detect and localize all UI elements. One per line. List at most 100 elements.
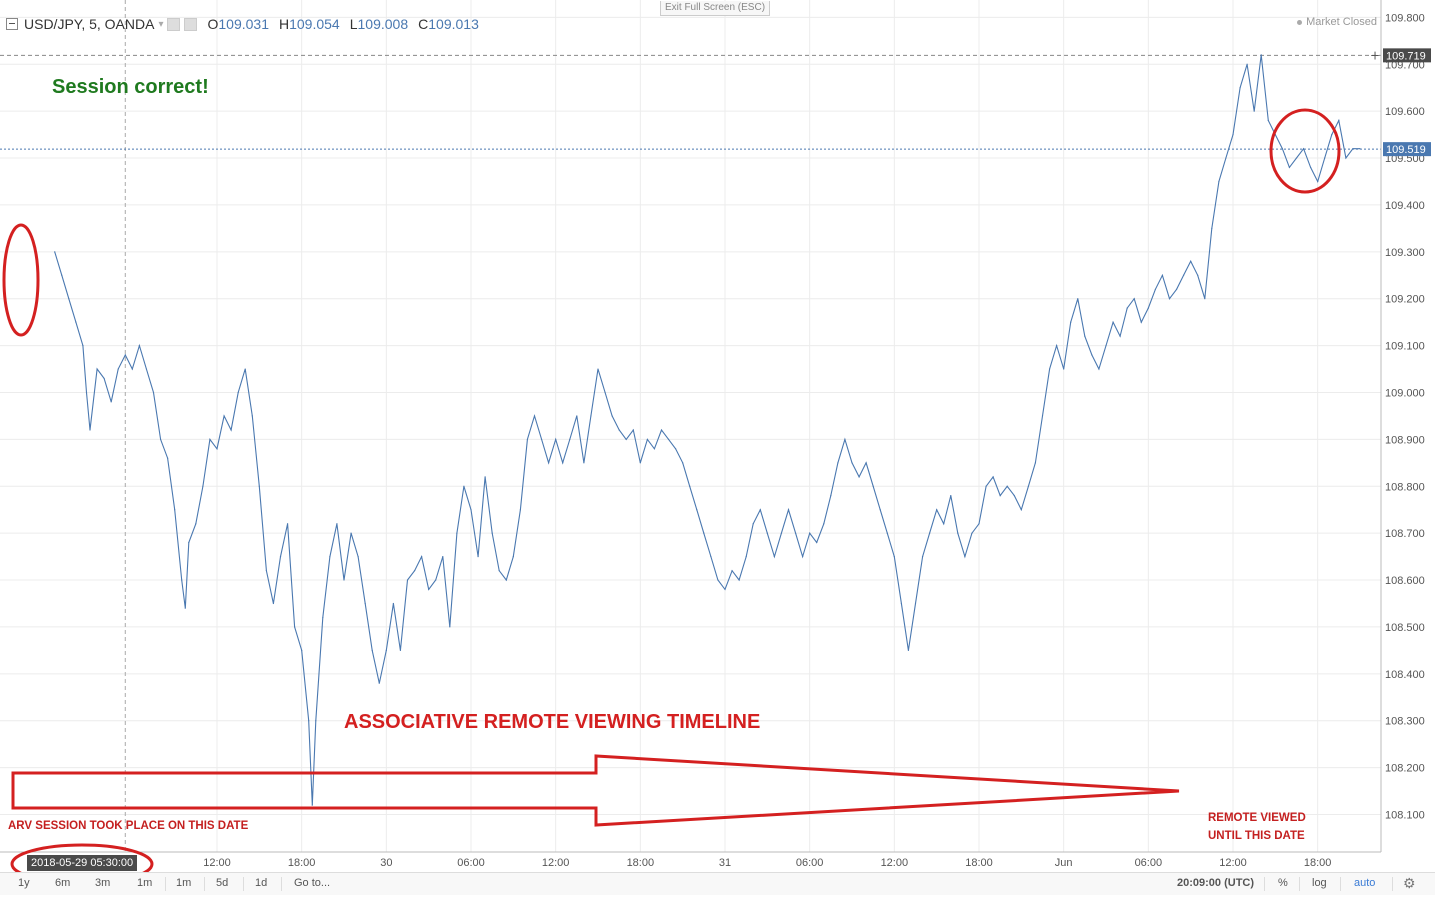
last-price-label: 109.519 xyxy=(1386,144,1426,156)
goto-button[interactable]: Go to... xyxy=(294,877,331,889)
range-3m[interactable]: 3m xyxy=(95,877,111,889)
y-tick-label: 108.500 xyxy=(1385,622,1425,634)
price-point xyxy=(1034,462,1037,464)
auto-toggle[interactable]: auto xyxy=(1354,877,1376,889)
price-point xyxy=(562,462,564,464)
price-point xyxy=(75,321,77,323)
price-point xyxy=(272,602,275,605)
x-tick-label: 18:00 xyxy=(965,857,993,869)
price-point xyxy=(184,607,186,609)
session-date-annotation: ARV SESSION TOOK PLACE ON THIS DATE xyxy=(8,820,249,832)
price-point xyxy=(731,570,733,572)
price-point xyxy=(195,523,197,525)
price-point xyxy=(794,532,797,534)
price-point xyxy=(1190,260,1192,262)
percent-toggle[interactable]: % xyxy=(1278,877,1288,889)
high-value: 109.054 xyxy=(289,16,340,32)
price-point xyxy=(470,509,472,511)
price-point xyxy=(1331,134,1333,136)
price-point xyxy=(237,391,239,394)
gear-icon[interactable]: ⚙ xyxy=(1403,875,1416,891)
close-value: 109.013 xyxy=(428,16,479,32)
price-point xyxy=(491,532,493,534)
log-toggle[interactable]: log xyxy=(1312,877,1327,889)
x-tick-label: 30 xyxy=(380,857,392,869)
price-point xyxy=(223,415,225,417)
price-point xyxy=(830,495,832,497)
settings-mini-icon[interactable] xyxy=(184,17,198,31)
price-point xyxy=(110,401,112,403)
price-point xyxy=(505,579,507,581)
price-point xyxy=(1352,148,1354,150)
price-point xyxy=(315,720,317,722)
remote-viewed-annotation-line2: UNTIL THIS DATE xyxy=(1208,830,1305,842)
dropdown-icon[interactable]: ▾ xyxy=(158,18,164,30)
price-point xyxy=(985,485,987,487)
range-1m[interactable]: 1m xyxy=(137,877,153,889)
y-tick-label: 108.200 xyxy=(1385,763,1425,775)
eye-icon[interactable] xyxy=(167,17,181,31)
price-point xyxy=(1267,119,1269,122)
price-point xyxy=(787,509,790,511)
low-label: L xyxy=(349,16,358,32)
collapse-icon[interactable] xyxy=(6,18,18,30)
range-1d[interactable]: 1d xyxy=(255,877,268,889)
price-point xyxy=(766,532,768,534)
price-point xyxy=(117,368,119,370)
price-point xyxy=(435,579,437,581)
price-point xyxy=(653,448,656,450)
price-point xyxy=(540,438,543,440)
price-point xyxy=(61,274,63,276)
crosshair-price-label: 109.719 xyxy=(1386,50,1426,62)
price-point xyxy=(145,368,148,370)
price-point xyxy=(1119,335,1121,337)
y-tick-label: 109.200 xyxy=(1385,294,1425,306)
y-tick-label: 108.600 xyxy=(1385,575,1425,587)
price-point xyxy=(1338,119,1340,122)
y-tick-label: 109.100 xyxy=(1385,341,1425,353)
price-point xyxy=(167,457,169,459)
range-6m[interactable]: 6m xyxy=(55,877,71,889)
price-point xyxy=(343,579,345,581)
price-point xyxy=(992,476,994,478)
symbol-legend: USD/JPY, 5, OANDA ▾ O 109.031 H 109.054 … xyxy=(6,13,479,35)
price-point xyxy=(893,556,895,558)
x-tick-label: 12:00 xyxy=(881,857,909,869)
price-point xyxy=(929,532,931,534)
x-tick-label: 06:00 xyxy=(457,857,485,869)
x-tick-label: Jun xyxy=(1055,857,1073,869)
exit-fullscreen-button[interactable]: Exit Full Screen (ESC) xyxy=(660,1,771,16)
price-point xyxy=(1048,368,1051,370)
price-point xyxy=(1204,298,1206,300)
y-tick-label: 108.400 xyxy=(1385,669,1425,681)
price-point xyxy=(1161,274,1164,276)
x-tick-label: 12:00 xyxy=(203,857,231,869)
price-point xyxy=(1295,157,1298,159)
timeline-arrow xyxy=(11,754,1180,827)
price-point xyxy=(1084,335,1086,337)
price-point xyxy=(322,616,324,619)
price-point xyxy=(1310,166,1312,169)
open-value: 109.031 xyxy=(218,16,269,32)
price-point xyxy=(1105,345,1107,347)
price-point xyxy=(886,532,888,534)
price-point xyxy=(703,532,705,534)
price-point xyxy=(378,682,380,684)
price-point xyxy=(1218,180,1220,183)
price-line xyxy=(54,54,1360,806)
price-point xyxy=(660,429,663,431)
price-point xyxy=(1288,166,1291,169)
price-point xyxy=(1302,148,1305,150)
range-1y[interactable]: 1y xyxy=(18,877,30,889)
price-point xyxy=(780,532,783,534)
range-1m-b[interactable]: 1m xyxy=(176,877,192,889)
range-5d[interactable]: 5d xyxy=(216,877,229,889)
price-point xyxy=(1070,321,1072,323)
axes: 108.100 108.200 108.300 108.400 108.500 108.6… xyxy=(0,0,1431,869)
price-point xyxy=(844,438,846,440)
symbol-label[interactable]: USD/JPY, 5, OANDA xyxy=(24,16,155,32)
price-point xyxy=(308,720,310,722)
price-point xyxy=(809,532,811,534)
open-label: O xyxy=(207,16,219,32)
